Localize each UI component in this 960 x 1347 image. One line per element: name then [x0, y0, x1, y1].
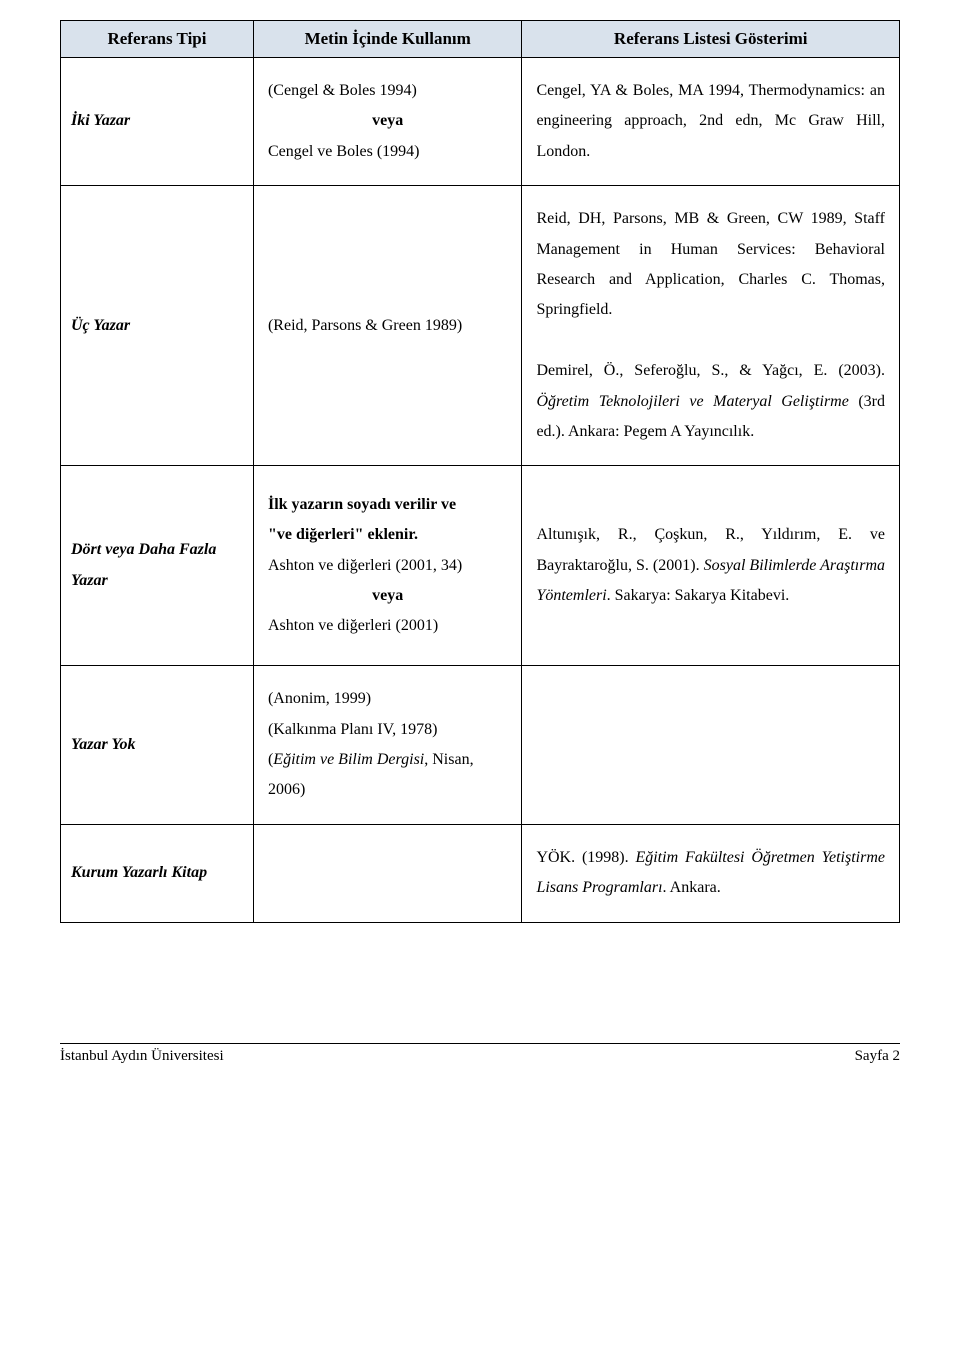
row-label-cell: Yazar Yok — [61, 666, 254, 825]
header-col-2: Metin İçinde Kullanım — [253, 21, 521, 58]
usage-cell: (Cengel & Boles 1994) veya Cengel ve Bol… — [253, 58, 521, 186]
header-col-1: Referans Tipi — [61, 21, 254, 58]
header-col-3: Referans Listesi Gösterimi — [522, 21, 900, 58]
usage-text: (Kalkınma Planı IV, 1978) — [268, 721, 437, 738]
row-label-cell: Dört veya Daha Fazla Yazar — [61, 466, 254, 666]
row-label-cell: İki Yazar — [61, 58, 254, 186]
usage-text: (Cengel & Boles 1994) — [268, 82, 417, 99]
reference-text: Demirel, Ö., Seferoğlu, S., & Yağcı, E. … — [536, 362, 885, 379]
row-label: Kurum Yazarlı Kitap — [71, 864, 207, 881]
table-row: Yazar Yok (Anonim, 1999) (Kalkınma Planı… — [61, 666, 900, 825]
footer-left: İstanbul Aydın Üniversitesi — [60, 1048, 224, 1065]
row-label: İki Yazar — [71, 112, 130, 129]
veya-text: veya — [268, 106, 507, 136]
usage-text: İlk yazarın soyadı verilir ve — [268, 496, 456, 513]
table-row: Kurum Yazarlı Kitap YÖK. (1998). Eğitim … — [61, 824, 900, 922]
reference-text: . Ankara. — [663, 879, 721, 896]
footer-right: Sayfa 2 — [855, 1048, 900, 1065]
usage-cell: (Reid, Parsons & Green 1989) — [253, 186, 521, 466]
usage-text: Ashton ve diğerleri (2001) — [268, 617, 438, 634]
usage-text: (Anonim, 1999) — [268, 690, 371, 707]
table-header-row: Referans Tipi Metin İçinde Kullanım Refe… — [61, 21, 900, 58]
row-label-cell: Üç Yazar — [61, 186, 254, 466]
row-label: Yazar Yok — [71, 736, 135, 753]
reference-text-italic: Öğretim Teknolojileri ve Materyal Gelişt… — [536, 393, 848, 410]
reference-text: Cengel, YA & Boles, MA 1994, Thermodynam… — [536, 82, 885, 160]
reference-table: Referans Tipi Metin İçinde Kullanım Refe… — [60, 20, 900, 923]
row-label: Dört veya Daha Fazla Yazar — [71, 541, 216, 588]
usage-text-italic: Eğitim ve Bilim Dergisi — [273, 751, 424, 768]
usage-text: "ve diğerleri" eklenir. — [268, 526, 418, 543]
reference-cell: Reid, DH, Parsons, MB & Green, CW 1989, … — [522, 186, 900, 466]
reference-cell: Altunışık, R., Çoşkun, R., Yıldırım, E. … — [522, 466, 900, 666]
reference-text: YÖK. (1998). — [536, 849, 635, 866]
table-row: İki Yazar (Cengel & Boles 1994) veya Cen… — [61, 58, 900, 186]
table-row: Dört veya Daha Fazla Yazar İlk yazarın s… — [61, 466, 900, 666]
usage-cell: (Anonim, 1999) (Kalkınma Planı IV, 1978)… — [253, 666, 521, 825]
reference-cell: Cengel, YA & Boles, MA 1994, Thermodynam… — [522, 58, 900, 186]
veya-text: veya — [268, 581, 507, 611]
row-label: Üç Yazar — [71, 317, 130, 334]
usage-text: (Reid, Parsons & Green 1989) — [268, 317, 462, 334]
reference-text: . Sakarya: Sakarya Kitabevi. — [607, 587, 790, 604]
usage-cell — [253, 824, 521, 922]
page-footer: İstanbul Aydın Üniversitesi Sayfa 2 — [60, 1043, 900, 1065]
reference-cell: YÖK. (1998). Eğitim Fakültesi Öğretmen Y… — [522, 824, 900, 922]
usage-text: Cengel ve Boles (1994) — [268, 143, 420, 160]
reference-cell — [522, 666, 900, 825]
usage-cell: İlk yazarın soyadı verilir ve "ve diğerl… — [253, 466, 521, 666]
table-row: Üç Yazar (Reid, Parsons & Green 1989) Re… — [61, 186, 900, 466]
row-label-cell: Kurum Yazarlı Kitap — [61, 824, 254, 922]
usage-text: Ashton ve diğerleri (2001, 34) — [268, 557, 462, 574]
reference-text: Reid, DH, Parsons, MB & Green, CW 1989, … — [536, 210, 885, 318]
